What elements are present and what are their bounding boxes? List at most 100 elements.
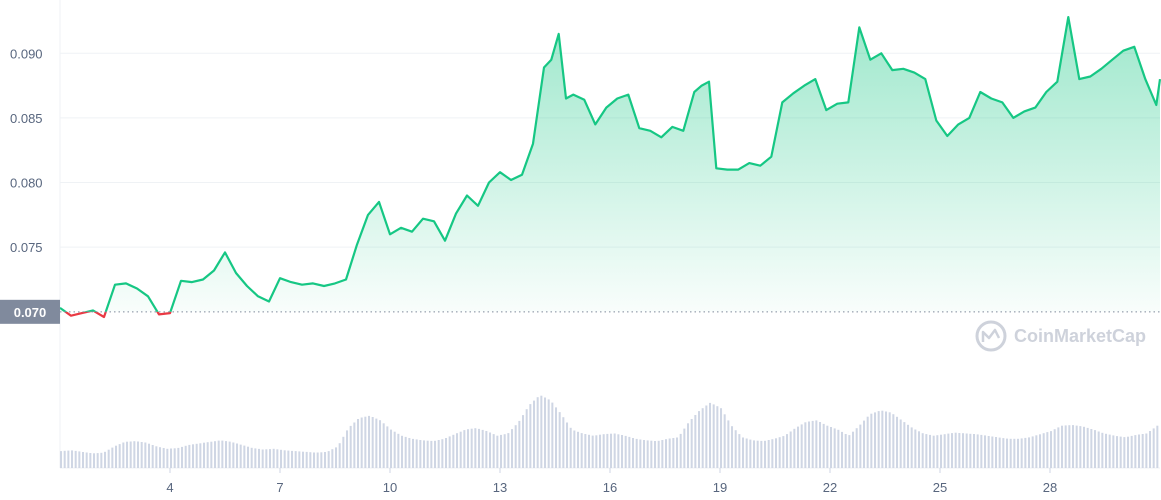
volume-bar (668, 438, 671, 468)
volume-bar (731, 426, 734, 468)
volume-bar (756, 440, 759, 468)
watermark-text: CoinMarketCap (1014, 326, 1146, 346)
volume-bar (1152, 428, 1155, 468)
volume-bar (639, 439, 642, 468)
volume-bar (687, 423, 690, 468)
volume-bar (745, 438, 748, 468)
volume-bar (797, 426, 800, 468)
volume-bar (375, 418, 378, 468)
volume-bar (525, 409, 528, 468)
volume-bar (569, 427, 572, 468)
volume-bar (995, 437, 998, 468)
volume-bar (162, 448, 165, 468)
volume-bar (338, 443, 341, 468)
volume-bar (958, 433, 961, 468)
volume-bar (635, 438, 638, 468)
x-tick-label: 10 (383, 480, 397, 495)
volume-bar (1149, 431, 1152, 468)
volume-bar (93, 453, 96, 468)
volume-bar (210, 441, 213, 468)
volume-bar (85, 452, 88, 468)
coinmarketcap-logo-icon (975, 320, 1007, 352)
volume-bar (650, 440, 653, 468)
volume-bar (393, 431, 396, 468)
volume-bar (489, 432, 492, 468)
volume-bar (371, 417, 374, 468)
volume-bar (467, 429, 470, 468)
volume-bar (71, 450, 74, 468)
volume-bar (863, 420, 866, 468)
volume-bar (1116, 436, 1119, 468)
volume-bar (885, 411, 888, 468)
volume-bar (1020, 438, 1023, 468)
volume-bar (298, 451, 301, 468)
volume-bar (1042, 433, 1045, 468)
volume-bar (415, 439, 418, 468)
volume-bar (166, 448, 169, 468)
volume-bar (936, 435, 939, 468)
volume-bar (771, 439, 774, 468)
volume-bar (976, 434, 979, 468)
volume-bar (1130, 435, 1133, 468)
volume-bar (247, 446, 250, 468)
volume-bar (115, 445, 118, 468)
volume-bar (984, 435, 987, 468)
volume-bar (1108, 434, 1111, 468)
volume-bar (896, 416, 899, 468)
y-tick-label: 0.090 (10, 46, 43, 61)
volume-bar (412, 438, 415, 468)
volume-bar (397, 433, 400, 468)
volume-bar (346, 430, 349, 468)
volume-bar (250, 447, 253, 468)
volume-bar (573, 430, 576, 468)
volume-bar (67, 450, 70, 468)
x-tick-label: 13 (493, 480, 507, 495)
volume-bar (342, 436, 345, 468)
x-tick-label: 7 (276, 480, 283, 495)
volume-bar (283, 450, 286, 468)
volume-bar (199, 443, 202, 468)
volume-bar (401, 435, 404, 468)
volume-bar (987, 436, 990, 468)
volume-bar (947, 433, 950, 468)
volume-bar (137, 441, 140, 468)
volume-bar (646, 440, 649, 468)
volume-bar (929, 434, 932, 468)
volume-bar (830, 427, 833, 468)
volume-bar (107, 449, 110, 468)
volume-bar (657, 440, 660, 468)
volume-bar (782, 436, 785, 468)
volume-bar (364, 416, 367, 468)
volume-bar (419, 440, 422, 468)
volume-bar (661, 440, 664, 468)
volume-bar (353, 422, 356, 468)
volume-bar (551, 402, 554, 468)
volume-bar (254, 448, 257, 468)
volume-bar (734, 430, 737, 468)
volume-bar (566, 422, 569, 468)
volume-bar (602, 434, 605, 468)
volume-bar (874, 412, 877, 468)
volume-bar (456, 433, 459, 468)
volume-bar (540, 395, 543, 468)
volume-bar (712, 404, 715, 468)
volume-bar (60, 451, 63, 468)
volume-bar (1053, 429, 1056, 468)
volume-bar (940, 434, 943, 468)
volume-bar (591, 435, 594, 468)
volume-bar (503, 434, 506, 468)
volume-bar (580, 433, 583, 468)
volume-bar (518, 420, 521, 468)
volume-bar (1127, 436, 1130, 468)
volume-bar (430, 440, 433, 468)
volume-bar (533, 400, 536, 468)
volume-bar (82, 452, 85, 468)
volume-bar (434, 440, 437, 468)
volume-bar (327, 451, 330, 468)
volume-bar (599, 434, 602, 468)
volume-bar (1138, 434, 1141, 468)
volume-bar (643, 440, 646, 468)
volume-bar (1134, 435, 1137, 468)
volume-bar (877, 411, 880, 468)
